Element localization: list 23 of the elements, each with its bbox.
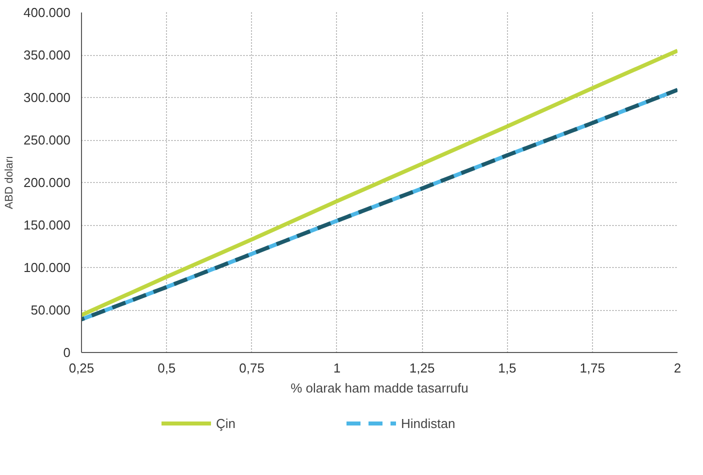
x-tick-label: 0,75 (239, 360, 264, 376)
y-tick-label: 350.000 (24, 48, 71, 62)
line-series (82, 88, 678, 322)
x-tick-label: 0,25 (68, 360, 94, 376)
x-tick-label: 1,5 (498, 360, 516, 376)
x-tick-label: 1,75 (580, 360, 606, 376)
legend-label: Çin (216, 416, 236, 430)
y-tick-label: 200.000 (24, 175, 71, 190)
y-tick-label: 250.000 (24, 132, 71, 148)
x-tick-label: 0,5 (158, 360, 176, 376)
y-tick-label: 0 (63, 345, 71, 360)
y-tick-label: 300.000 (24, 90, 71, 105)
y-tick-label: 50.000 (30, 302, 71, 318)
x-tick-label: 1,25 (409, 360, 435, 376)
x-tick-label: 1 (333, 360, 341, 376)
y-tick-label: 100.000 (24, 260, 71, 275)
y-tick-label: 150.000 (24, 218, 71, 232)
x-axis-title: % olarak ham madde tasarrufu (290, 380, 468, 396)
y-axis-title: ABD doları (4, 156, 16, 210)
y-tick-label: 400.000 (24, 5, 71, 20)
x-tick-label: 2 (674, 360, 682, 376)
legend-label: Hindistan (401, 416, 456, 430)
line-series (82, 48, 678, 318)
